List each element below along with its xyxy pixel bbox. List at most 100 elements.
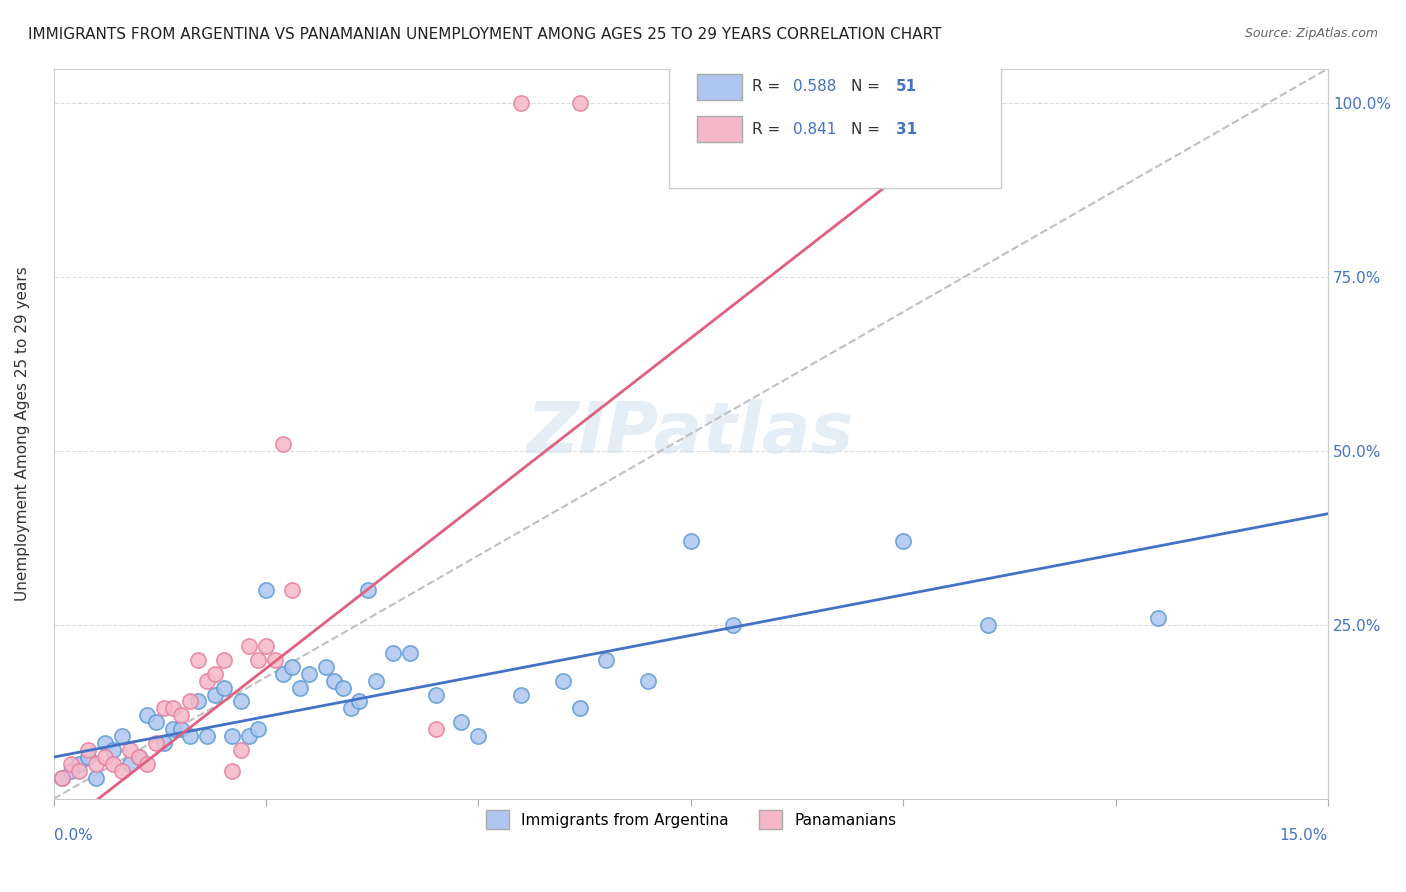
Point — [187, 694, 209, 708]
Point — [637, 673, 659, 688]
Point — [59, 757, 82, 772]
Point — [170, 708, 193, 723]
Point — [128, 750, 150, 764]
Point — [145, 736, 167, 750]
FancyBboxPatch shape — [669, 66, 1001, 187]
Text: N =: N = — [852, 79, 886, 95]
Point — [195, 673, 218, 688]
Point — [467, 729, 489, 743]
Text: N =: N = — [852, 121, 886, 136]
FancyBboxPatch shape — [697, 116, 742, 142]
Point — [263, 653, 285, 667]
Point — [221, 764, 243, 778]
Y-axis label: Unemployment Among Ages 25 to 29 years: Unemployment Among Ages 25 to 29 years — [15, 267, 30, 601]
Point — [120, 743, 142, 757]
Point — [510, 688, 533, 702]
Text: 15.0%: 15.0% — [1279, 828, 1329, 843]
Point — [67, 764, 90, 778]
Point — [891, 534, 914, 549]
Point — [425, 723, 447, 737]
Point — [162, 723, 184, 737]
Point — [357, 583, 380, 598]
Point — [246, 723, 269, 737]
Point — [84, 757, 107, 772]
FancyBboxPatch shape — [697, 74, 742, 100]
Point — [93, 736, 115, 750]
Point — [229, 743, 252, 757]
Point — [128, 750, 150, 764]
Point — [553, 673, 575, 688]
Legend: Immigrants from Argentina, Panamanians: Immigrants from Argentina, Panamanians — [479, 805, 903, 835]
Point — [59, 764, 82, 778]
Point — [120, 757, 142, 772]
Point — [187, 653, 209, 667]
Point — [569, 701, 592, 715]
Point — [67, 757, 90, 772]
Point — [271, 437, 294, 451]
Point — [723, 618, 745, 632]
Text: IMMIGRANTS FROM ARGENTINA VS PANAMANIAN UNEMPLOYMENT AMONG AGES 25 TO 29 YEARS C: IMMIGRANTS FROM ARGENTINA VS PANAMANIAN … — [28, 27, 942, 42]
Point — [595, 653, 617, 667]
Point — [221, 729, 243, 743]
Point — [101, 757, 124, 772]
Point — [332, 681, 354, 695]
Point — [288, 681, 311, 695]
Point — [136, 708, 159, 723]
Point — [179, 694, 201, 708]
Point — [254, 583, 277, 598]
Point — [246, 653, 269, 667]
Point — [679, 534, 702, 549]
Text: Source: ZipAtlas.com: Source: ZipAtlas.com — [1244, 27, 1378, 40]
Point — [51, 771, 73, 785]
Point — [254, 639, 277, 653]
Point — [977, 618, 1000, 632]
Point — [110, 729, 132, 743]
Point — [280, 659, 302, 673]
Point — [229, 694, 252, 708]
Point — [101, 743, 124, 757]
Point — [204, 688, 226, 702]
Text: 0.841: 0.841 — [793, 121, 837, 136]
Point — [271, 666, 294, 681]
Point — [569, 96, 592, 111]
Point — [76, 750, 98, 764]
Point — [204, 666, 226, 681]
Point — [280, 583, 302, 598]
Point — [510, 96, 533, 111]
Point — [170, 723, 193, 737]
Point — [110, 764, 132, 778]
Point — [212, 681, 235, 695]
Point — [349, 694, 371, 708]
Text: 51: 51 — [896, 79, 917, 95]
Point — [340, 701, 363, 715]
Point — [84, 771, 107, 785]
Point — [136, 757, 159, 772]
Point — [162, 701, 184, 715]
Point — [323, 673, 346, 688]
Point — [366, 673, 388, 688]
Point — [238, 729, 260, 743]
Point — [425, 688, 447, 702]
Text: 0.0%: 0.0% — [53, 828, 93, 843]
Point — [1147, 611, 1170, 625]
Point — [315, 659, 337, 673]
Point — [297, 666, 319, 681]
Text: R =: R = — [752, 79, 785, 95]
Point — [93, 750, 115, 764]
Point — [195, 729, 218, 743]
Point — [153, 701, 176, 715]
Point — [145, 715, 167, 730]
Point — [212, 653, 235, 667]
Point — [382, 646, 405, 660]
Point — [51, 771, 73, 785]
Point — [238, 639, 260, 653]
Point — [450, 715, 472, 730]
Text: ZIPatlas: ZIPatlas — [527, 400, 855, 468]
Text: 0.588: 0.588 — [793, 79, 837, 95]
Text: 31: 31 — [896, 121, 917, 136]
Point — [153, 736, 176, 750]
Point — [76, 743, 98, 757]
Point — [179, 729, 201, 743]
Text: R =: R = — [752, 121, 785, 136]
Point — [399, 646, 422, 660]
